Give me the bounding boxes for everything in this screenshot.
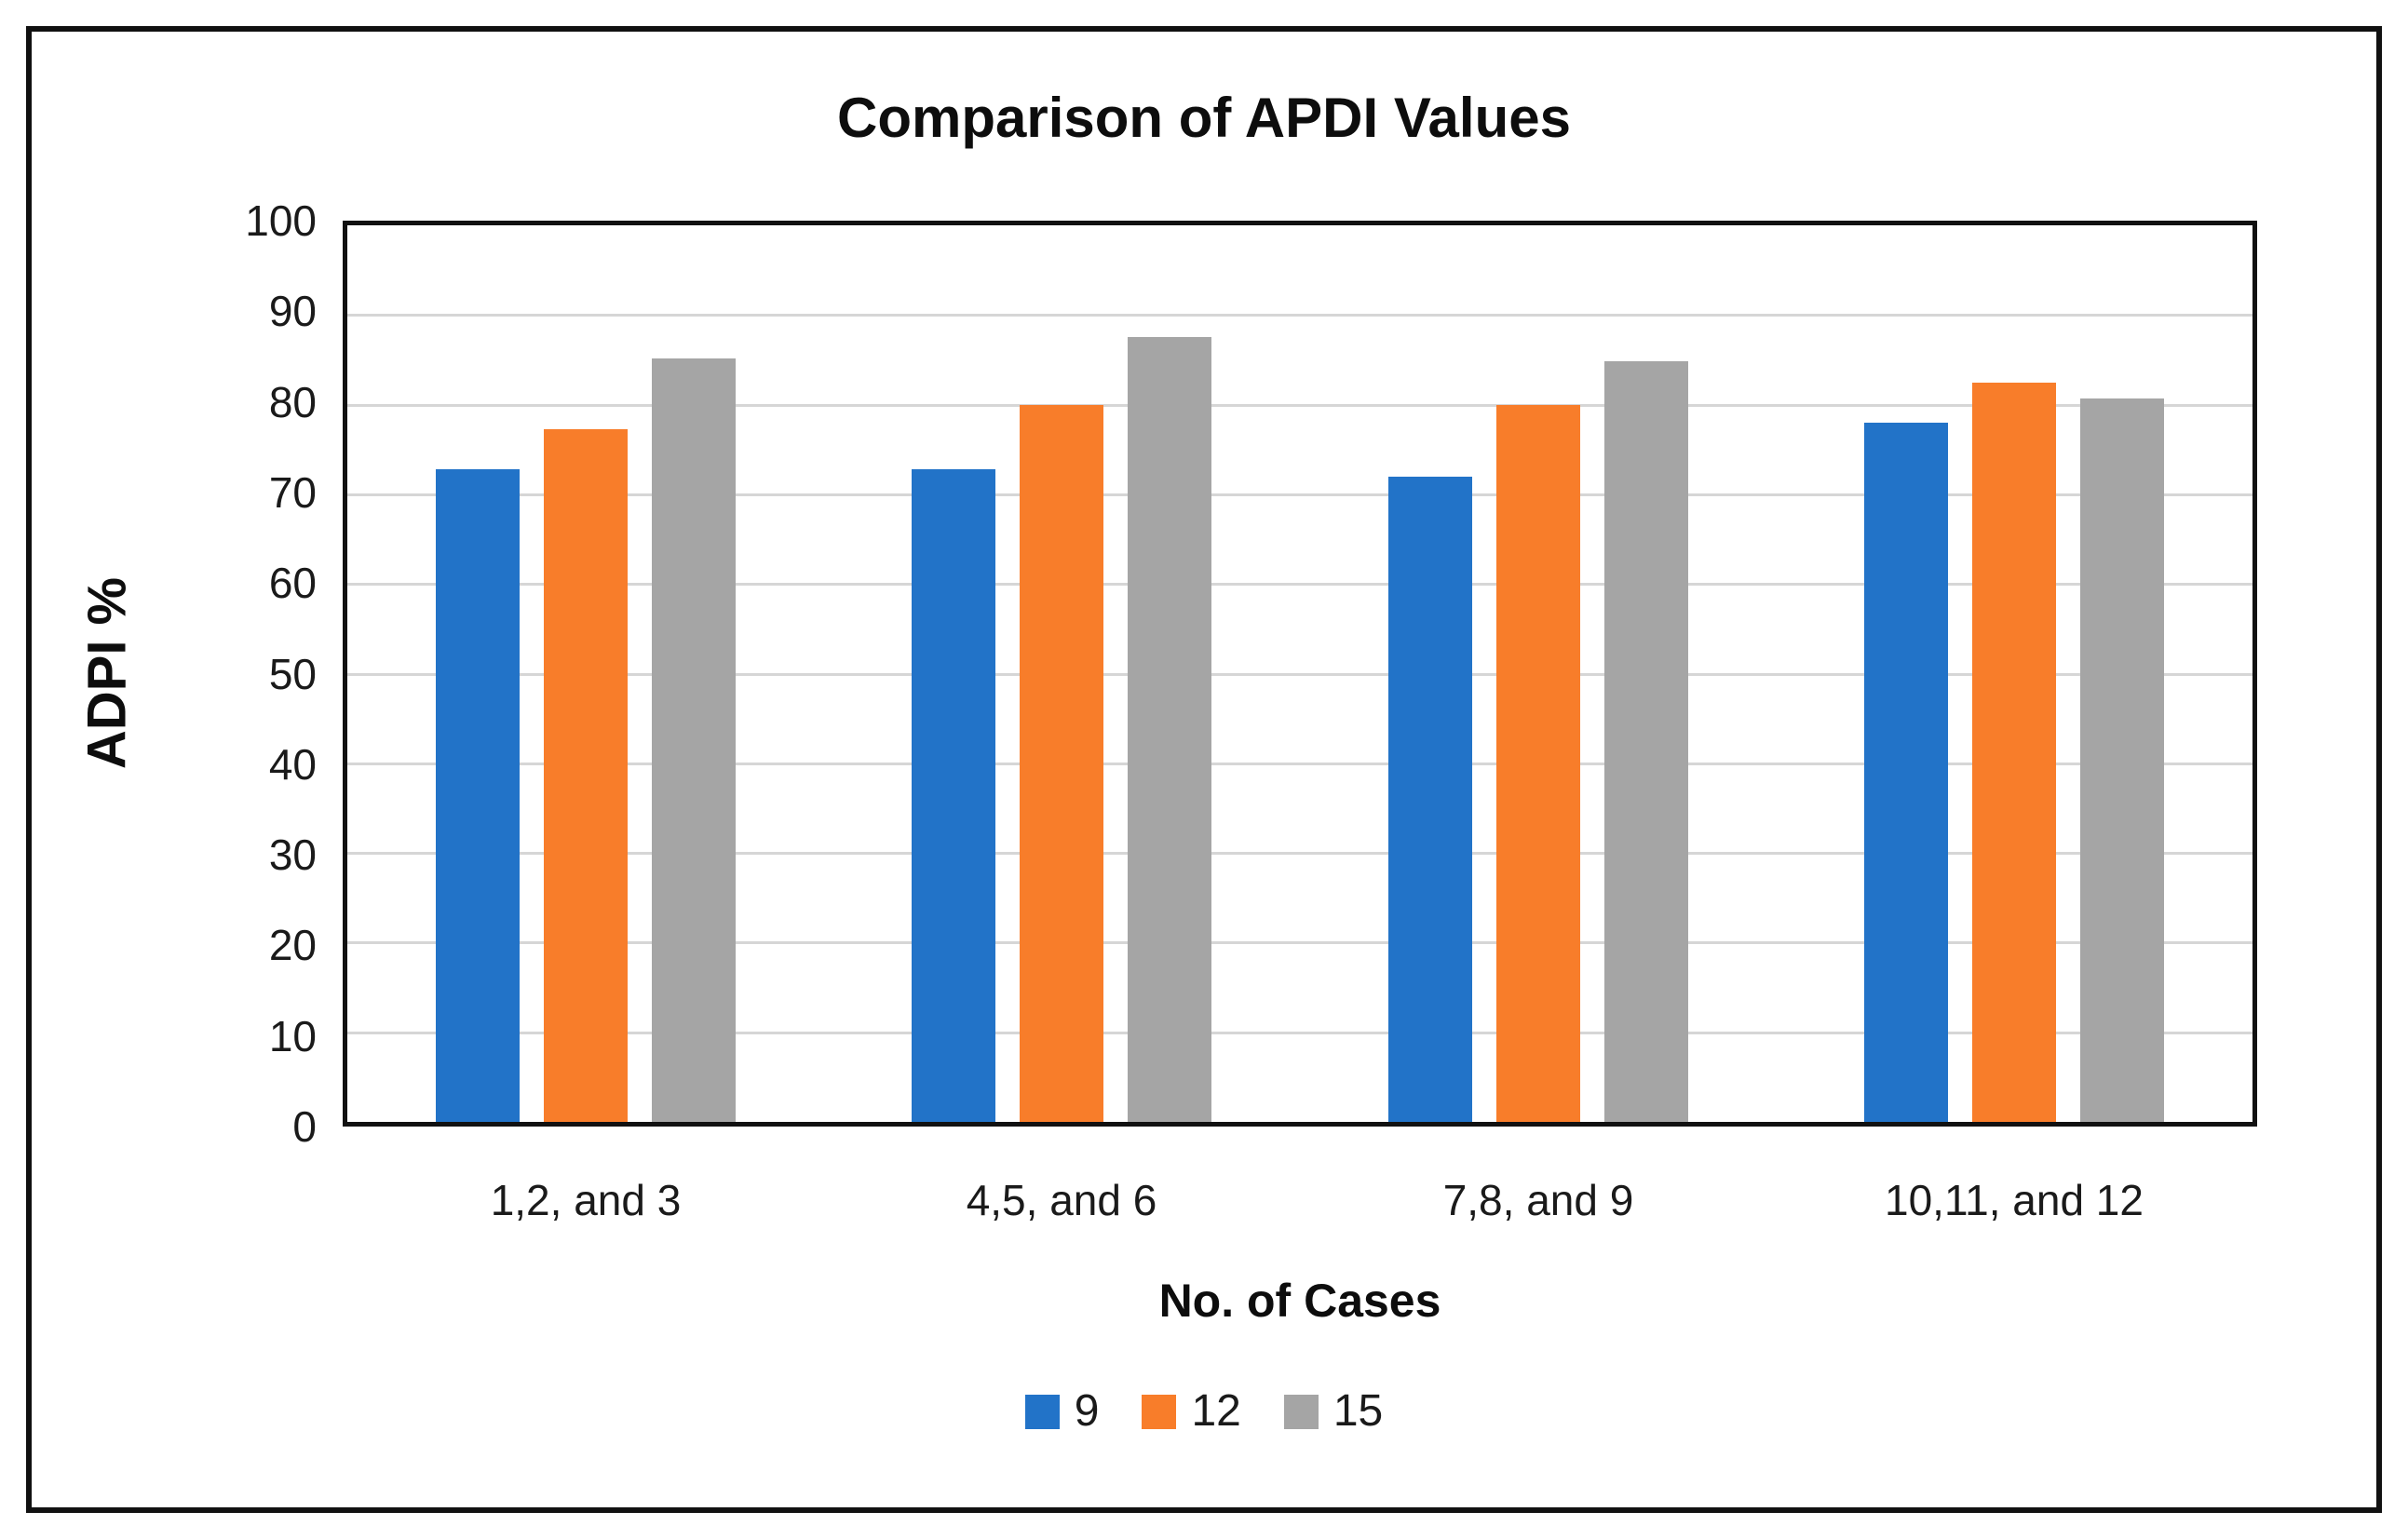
- y-tick-label-30: 30: [268, 830, 317, 879]
- y-tick-label-80: 80: [268, 378, 317, 426]
- bar-series-9-cat-4: [1864, 423, 1948, 1122]
- legend-swatch-12: [1142, 1394, 1177, 1429]
- x-tick-label-2: 4,5, and 6: [966, 1176, 1157, 1224]
- x-tick-label-1: 1,2, and 3: [490, 1176, 682, 1224]
- y-tick-label-10: 10: [268, 1012, 317, 1060]
- legend: 9 12 15: [0, 1389, 2408, 1434]
- gridline-70: [347, 493, 2252, 496]
- legend-label-12: 12: [1191, 1386, 1241, 1436]
- gridline-20: [347, 941, 2252, 944]
- legend-label-9: 9: [1074, 1386, 1100, 1436]
- y-tick-label-50: 50: [268, 650, 317, 698]
- legend-item-15: 15: [1283, 1386, 1384, 1436]
- x-tick-label-3: 7,8, and 9: [1442, 1176, 1634, 1224]
- x-axis-title: No. of Cases: [1158, 1275, 1441, 1327]
- y-tick-label-90: 90: [268, 287, 317, 335]
- y-tick-label-60: 60: [268, 559, 317, 607]
- gridline-80: [347, 404, 2252, 407]
- gridline-10: [347, 1032, 2252, 1034]
- gridline-60: [347, 583, 2252, 586]
- gridline-30: [347, 852, 2252, 855]
- chart-title: Comparison of APDI Values: [837, 87, 1571, 149]
- legend-swatch-15: [1283, 1394, 1319, 1429]
- bar-series-15-cat-1: [652, 358, 736, 1122]
- bar-series-9-cat-3: [1388, 477, 1472, 1122]
- legend-label-15: 15: [1333, 1386, 1384, 1436]
- y-tick-label-20: 20: [268, 921, 317, 969]
- bar-series-12-cat-2: [1020, 405, 1103, 1122]
- legend-item-9: 9: [1024, 1386, 1100, 1436]
- bar-series-12-cat-4: [1972, 383, 2056, 1122]
- y-tick-label-40: 40: [268, 740, 317, 789]
- legend-swatch-9: [1024, 1394, 1060, 1429]
- y-tick-label-0: 0: [292, 1102, 317, 1151]
- bar-series-9-cat-1: [436, 469, 520, 1122]
- gridline-40: [347, 763, 2252, 765]
- gridline-90: [347, 314, 2252, 317]
- bar-series-15-cat-3: [1604, 361, 1688, 1122]
- x-tick-label-4: 10,11, and 12: [1885, 1176, 2144, 1224]
- bar-series-12-cat-1: [544, 429, 628, 1122]
- legend-item-12: 12: [1142, 1386, 1241, 1436]
- bar-series-12-cat-3: [1496, 405, 1580, 1122]
- bar-series-15-cat-2: [1128, 337, 1211, 1122]
- y-tick-label-100: 100: [245, 196, 317, 245]
- y-tick-label-70: 70: [268, 468, 317, 517]
- y-axis-title: ADPI %: [76, 576, 138, 770]
- gridline-50: [347, 673, 2252, 676]
- bar-series-15-cat-4: [2080, 398, 2164, 1122]
- bar-series-9-cat-2: [912, 469, 995, 1122]
- plot-area: [343, 221, 2257, 1127]
